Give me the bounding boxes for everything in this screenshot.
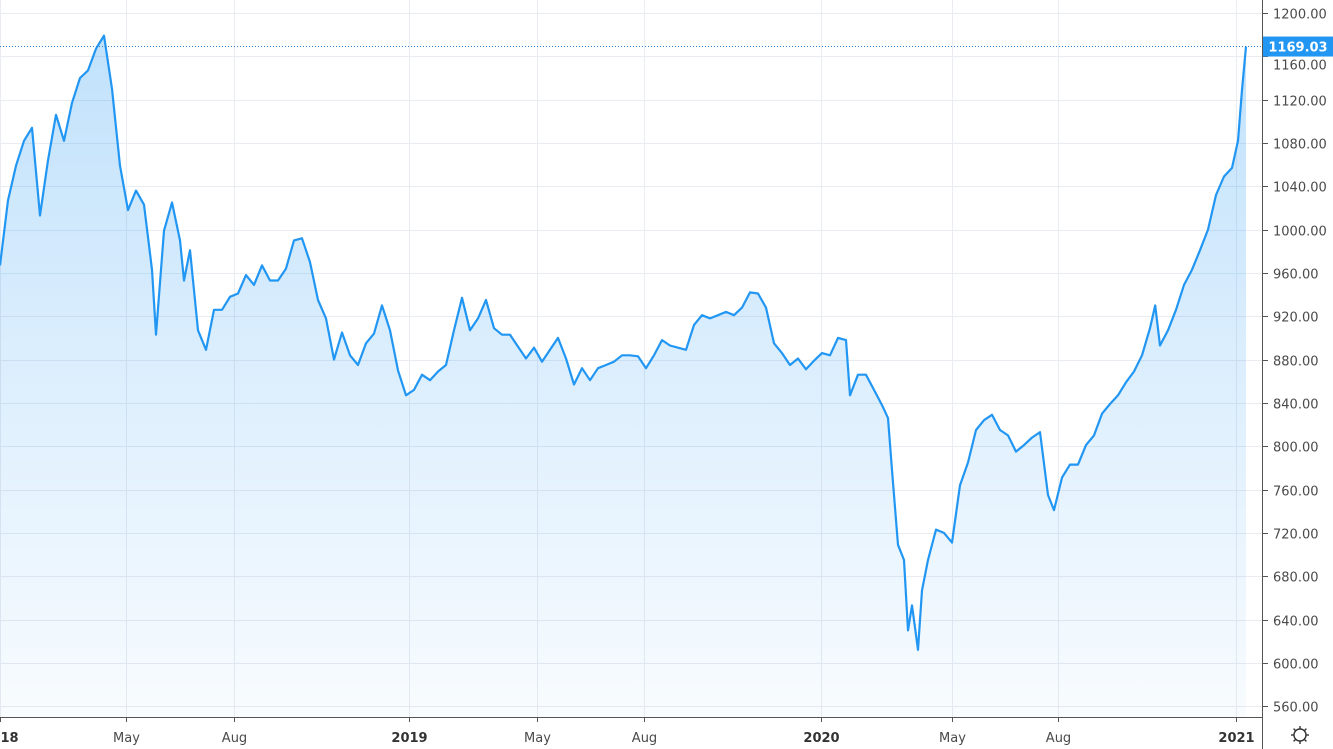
time-tick-label: 2018 (0, 731, 19, 746)
price-tick-label: 640.00 (1273, 615, 1319, 630)
time-axis[interactable]: 2018 May Aug 2019 May Aug 2020 May Aug 2021 (0, 718, 1255, 746)
price-tick-label: 1120.00 (1273, 95, 1327, 110)
time-tick-label: May (113, 731, 140, 746)
time-tick-label: 2021 (1218, 731, 1254, 746)
price-area-fill (0, 35, 1246, 717)
price-tick-label: 560.00 (1273, 701, 1319, 716)
price-tick-label: 760.00 (1273, 485, 1319, 500)
price-axis[interactable]: 560.00 600.00 640.00 680.00 720.00 760.00 800.… (1263, 8, 1327, 716)
price-line (0, 34, 1248, 651)
price-tick-label: 600.00 (1273, 658, 1319, 673)
settings-gear-icon[interactable] (1291, 726, 1309, 744)
time-tick-label: May (524, 731, 551, 746)
price-tick-label: 1160.00 (1273, 59, 1327, 74)
price-tick-label: 920.00 (1273, 311, 1319, 326)
time-tick-label: May (939, 731, 966, 746)
price-tick-label: 720.00 (1273, 528, 1319, 543)
time-tick-label: Aug (222, 731, 247, 746)
time-tick-label: Aug (1046, 731, 1071, 746)
price-tick-label: 680.00 (1273, 571, 1319, 586)
price-tick-label: 880.00 (1273, 355, 1319, 370)
price-tick-label: 840.00 (1273, 398, 1319, 413)
price-tick-label: 1040.00 (1273, 181, 1327, 196)
price-tick-label: 1000.00 (1273, 225, 1327, 240)
price-tick-label: 1200.00 (1273, 8, 1327, 23)
last-price-label: 1169.03 (1263, 36, 1333, 57)
time-tick-label: 2019 (391, 731, 427, 746)
price-tick-label: 800.00 (1273, 441, 1319, 456)
last-price-value: 1169.03 (1268, 41, 1327, 56)
price-tick-label: 960.00 (1273, 268, 1319, 283)
time-tick-label: Aug (632, 731, 657, 746)
price-tick-label: 1080.00 (1273, 138, 1327, 153)
time-tick-label: 2020 (803, 731, 839, 746)
